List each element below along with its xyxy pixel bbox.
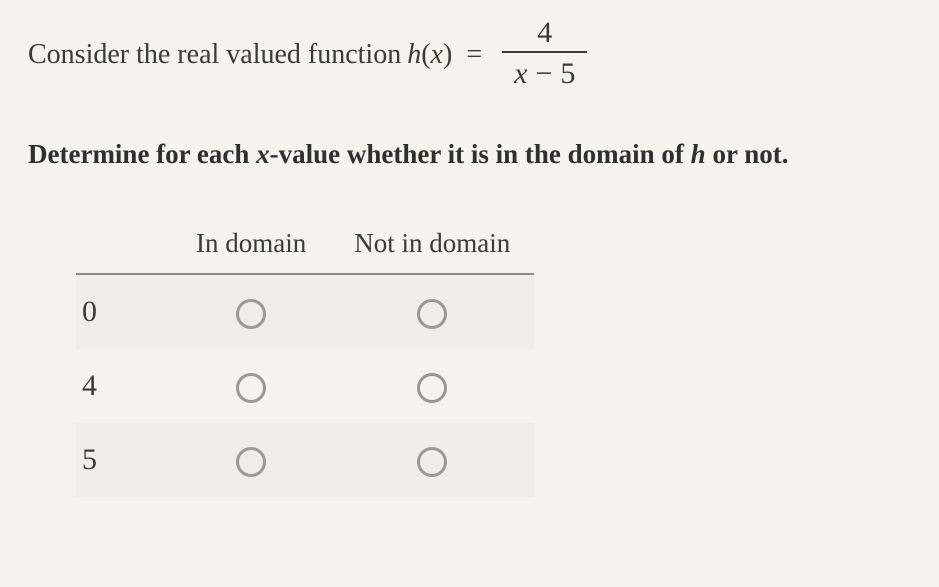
domain-table-wrap: In domain Not in domain 0 4 <box>76 222 911 497</box>
fraction: 4 x−5 <box>502 16 587 90</box>
instruction-mid: -value whether it is in the domain of <box>270 139 691 169</box>
instruction-prefix: Determine for each <box>28 139 256 169</box>
table-row: 4 <box>76 349 534 423</box>
instruction-fn: h <box>691 139 706 169</box>
close-paren: ) <box>443 39 452 70</box>
question-page: Consider the real valued function h(x) =… <box>0 0 939 517</box>
instruction-line: Determine for each x-value whether it is… <box>28 136 911 174</box>
denominator-op: − <box>535 57 552 90</box>
radio-in-domain-4[interactable] <box>236 373 266 403</box>
column-header-not-in-domain: Not in domain <box>330 222 534 274</box>
denominator-const: 5 <box>560 57 575 90</box>
intro-prefix: Consider the real valued function <box>28 33 401 78</box>
domain-table: In domain Not in domain 0 4 <box>76 222 534 497</box>
fraction-denominator: x−5 <box>502 51 587 90</box>
radio-not-in-domain-5[interactable] <box>417 447 447 477</box>
table-row: 0 <box>76 274 534 349</box>
column-header-in-domain: In domain <box>172 222 330 274</box>
row-label: 5 <box>76 423 172 497</box>
cell-in-domain <box>172 349 330 423</box>
function-expression: h(x) <box>407 33 452 78</box>
cell-not-in-domain <box>330 423 534 497</box>
cell-not-in-domain <box>330 349 534 423</box>
radio-in-domain-0[interactable] <box>236 299 266 329</box>
denominator-var: x <box>514 57 527 90</box>
radio-not-in-domain-4[interactable] <box>417 373 447 403</box>
cell-not-in-domain <box>330 274 534 349</box>
row-label: 0 <box>76 274 172 349</box>
radio-in-domain-5[interactable] <box>236 447 266 477</box>
table-row: 5 <box>76 423 534 497</box>
open-paren: ( <box>421 39 430 70</box>
header-spacer <box>76 222 172 274</box>
instruction-suffix: or not. <box>706 139 789 169</box>
function-name: h <box>407 39 421 70</box>
intro-line: Consider the real valued function h(x) =… <box>28 18 911 92</box>
cell-in-domain <box>172 274 330 349</box>
function-arg: x <box>431 39 443 70</box>
row-label: 4 <box>76 349 172 423</box>
instruction-var: x <box>256 139 270 169</box>
fraction-numerator: 4 <box>519 16 570 51</box>
radio-not-in-domain-0[interactable] <box>417 299 447 329</box>
cell-in-domain <box>172 423 330 497</box>
table-header-row: In domain Not in domain <box>76 222 534 274</box>
equals-sign: = <box>466 33 482 78</box>
